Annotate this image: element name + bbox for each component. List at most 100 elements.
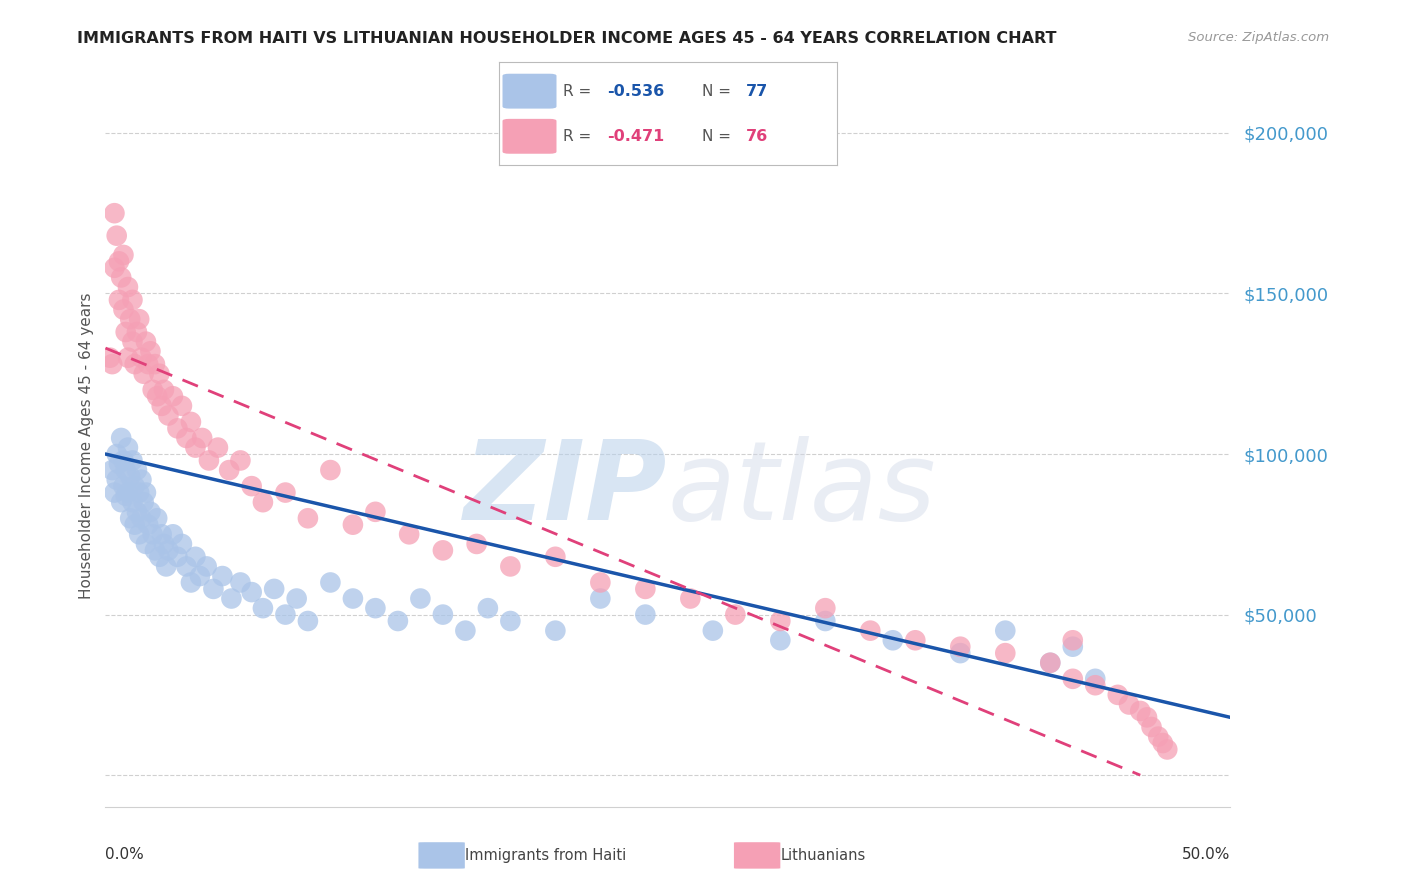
Point bbox=[142, 527, 165, 541]
Point bbox=[125, 463, 148, 477]
Point bbox=[120, 511, 142, 525]
Point bbox=[679, 591, 702, 606]
Point bbox=[1084, 672, 1107, 686]
Text: 0.0%: 0.0% bbox=[105, 847, 145, 862]
Point bbox=[108, 457, 131, 471]
Point bbox=[139, 505, 162, 519]
Point bbox=[319, 575, 342, 590]
Point bbox=[143, 357, 166, 371]
Point bbox=[949, 646, 972, 660]
Point bbox=[1140, 720, 1163, 734]
Point bbox=[252, 601, 274, 615]
Point bbox=[110, 270, 132, 285]
Point bbox=[101, 357, 124, 371]
Point bbox=[124, 357, 146, 371]
Text: N =: N = bbox=[702, 128, 735, 144]
Point bbox=[112, 453, 135, 467]
Point bbox=[148, 549, 170, 564]
Point bbox=[1062, 633, 1084, 648]
Text: N =: N = bbox=[702, 84, 735, 99]
Point bbox=[131, 473, 153, 487]
Point bbox=[1156, 742, 1178, 756]
Point bbox=[98, 351, 121, 365]
Point bbox=[949, 640, 972, 654]
Point bbox=[882, 633, 904, 648]
Point bbox=[157, 543, 180, 558]
Point bbox=[148, 367, 170, 381]
Point bbox=[1152, 736, 1174, 750]
Point bbox=[112, 248, 135, 262]
Point bbox=[263, 582, 285, 596]
Point bbox=[398, 527, 420, 541]
FancyBboxPatch shape bbox=[419, 842, 465, 869]
Point bbox=[184, 549, 207, 564]
Point bbox=[544, 624, 567, 638]
Text: Source: ZipAtlas.com: Source: ZipAtlas.com bbox=[1188, 31, 1329, 45]
Point bbox=[544, 549, 567, 564]
Point bbox=[114, 489, 136, 503]
Point bbox=[188, 569, 211, 583]
Point bbox=[211, 569, 233, 583]
Point bbox=[252, 495, 274, 509]
Point bbox=[432, 543, 454, 558]
Point bbox=[342, 517, 364, 532]
Point bbox=[114, 325, 136, 339]
Point bbox=[103, 260, 125, 275]
Point bbox=[121, 495, 143, 509]
FancyBboxPatch shape bbox=[502, 119, 557, 153]
Point bbox=[432, 607, 454, 622]
Point bbox=[769, 633, 792, 648]
Point bbox=[117, 485, 139, 500]
Point bbox=[176, 431, 198, 445]
Point bbox=[387, 614, 409, 628]
Point bbox=[128, 485, 150, 500]
Point bbox=[1136, 710, 1159, 724]
Point bbox=[120, 469, 142, 483]
Point bbox=[162, 389, 184, 403]
Point bbox=[124, 517, 146, 532]
Text: -0.471: -0.471 bbox=[607, 128, 665, 144]
Point bbox=[814, 614, 837, 628]
Point bbox=[176, 559, 198, 574]
Point bbox=[1118, 698, 1140, 712]
Point bbox=[125, 505, 148, 519]
Point bbox=[994, 624, 1017, 638]
Point bbox=[814, 601, 837, 615]
Point bbox=[139, 344, 162, 359]
Point bbox=[170, 399, 193, 413]
Point bbox=[240, 479, 263, 493]
Point bbox=[180, 575, 202, 590]
Text: 77: 77 bbox=[745, 84, 768, 99]
Point bbox=[157, 409, 180, 423]
Point bbox=[364, 505, 387, 519]
Point bbox=[240, 585, 263, 599]
Point bbox=[274, 607, 297, 622]
Point bbox=[131, 511, 153, 525]
Point bbox=[150, 399, 173, 413]
Point bbox=[125, 325, 148, 339]
Text: atlas: atlas bbox=[668, 436, 936, 543]
Point bbox=[124, 479, 146, 493]
Point bbox=[364, 601, 387, 615]
Point bbox=[465, 537, 488, 551]
Point bbox=[218, 463, 240, 477]
Point bbox=[108, 293, 131, 307]
Point bbox=[229, 575, 252, 590]
Point bbox=[297, 511, 319, 525]
Point bbox=[121, 453, 143, 467]
Text: Lithuanians: Lithuanians bbox=[780, 848, 866, 863]
Point bbox=[155, 559, 177, 574]
Point bbox=[180, 415, 202, 429]
Point bbox=[112, 479, 135, 493]
Point bbox=[121, 334, 143, 349]
Point bbox=[162, 527, 184, 541]
Point bbox=[110, 431, 132, 445]
Point bbox=[1084, 678, 1107, 692]
Point bbox=[136, 357, 159, 371]
Point bbox=[1062, 672, 1084, 686]
Point bbox=[207, 441, 229, 455]
Point bbox=[191, 431, 214, 445]
Point bbox=[142, 383, 165, 397]
Point bbox=[120, 312, 142, 326]
Point bbox=[1107, 688, 1129, 702]
